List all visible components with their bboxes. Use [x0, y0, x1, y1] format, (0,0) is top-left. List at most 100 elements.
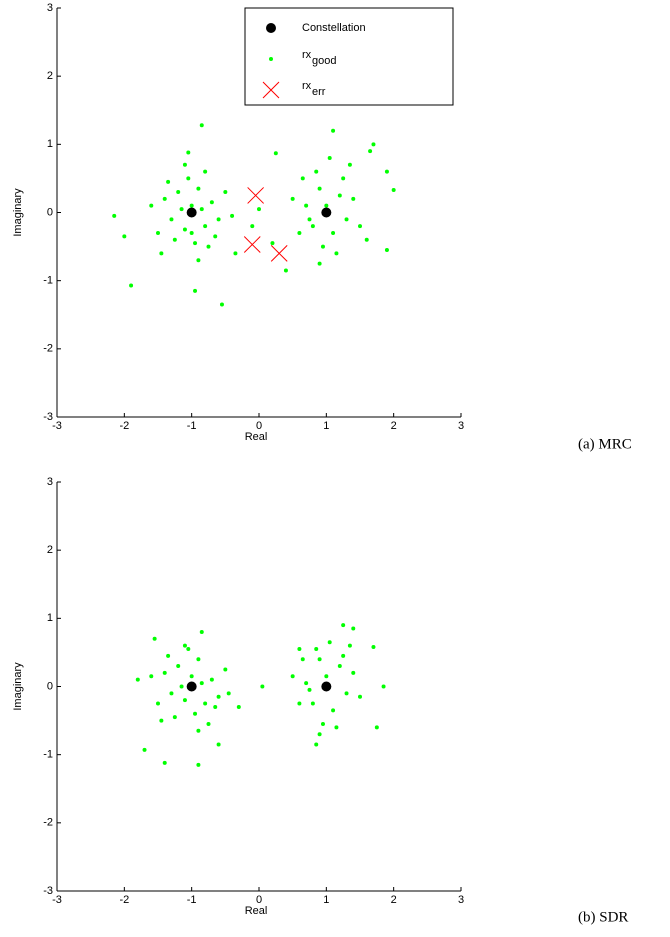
point — [149, 203, 154, 208]
point — [358, 224, 362, 229]
point — [203, 224, 208, 229]
point — [209, 200, 214, 205]
point — [273, 151, 278, 156]
point — [337, 664, 342, 669]
x-tick-label: 2 — [391, 894, 397, 906]
point — [391, 188, 396, 193]
point — [129, 283, 134, 288]
point — [182, 162, 187, 167]
point — [327, 640, 332, 645]
point — [186, 150, 191, 155]
y-tick-label: 1 — [47, 612, 53, 624]
point — [159, 718, 164, 723]
point — [317, 186, 322, 191]
point — [371, 644, 376, 649]
legend-box — [244, 7, 454, 106]
legend-subscript: err — [312, 86, 326, 98]
y-tick-label: -3 — [43, 411, 53, 423]
point — [317, 657, 322, 662]
point — [216, 742, 221, 747]
point — [364, 237, 369, 242]
point — [193, 711, 198, 716]
point — [166, 179, 171, 184]
point — [213, 234, 218, 239]
x-tick-label: -2 — [119, 420, 129, 432]
y-axis-label: Imaginary — [12, 188, 24, 237]
y-tick-label: 3 — [47, 2, 53, 14]
point — [331, 230, 336, 235]
y-tick-label: 2 — [47, 70, 53, 82]
point — [341, 653, 346, 658]
y-tick-label: -2 — [43, 817, 53, 829]
point — [122, 234, 127, 239]
point — [189, 230, 194, 235]
point — [219, 302, 224, 307]
point — [307, 687, 312, 692]
point — [337, 193, 342, 198]
point — [290, 196, 295, 201]
point — [226, 691, 231, 696]
x-tick-label: -1 — [187, 420, 197, 432]
point — [300, 657, 305, 662]
point — [186, 647, 191, 652]
point — [216, 694, 221, 699]
point — [182, 227, 187, 232]
point — [196, 762, 201, 767]
y-tick-label: -1 — [43, 275, 53, 287]
point — [179, 207, 184, 212]
x-axis-label: Real — [245, 905, 268, 917]
point — [203, 701, 208, 706]
point — [196, 258, 201, 263]
legend-marker — [269, 57, 273, 61]
point — [270, 245, 288, 262]
point — [186, 681, 197, 692]
point — [351, 626, 356, 631]
point — [324, 203, 329, 208]
legend-marker — [266, 23, 276, 33]
point — [199, 681, 204, 686]
point — [193, 241, 198, 246]
point — [297, 701, 302, 706]
x-tick-label: 3 — [458, 420, 464, 432]
point — [314, 647, 319, 652]
point — [371, 142, 376, 147]
point — [149, 674, 154, 679]
point — [169, 691, 174, 696]
x-tick-label: 2 — [391, 420, 397, 432]
x-tick-label: 0 — [256, 894, 262, 906]
point — [196, 728, 201, 733]
caption: (a) MRC — [578, 436, 632, 452]
point — [341, 176, 346, 181]
point — [317, 261, 322, 266]
point — [166, 653, 171, 658]
x-tick-label: -3 — [52, 894, 62, 906]
point — [381, 684, 386, 689]
x-tick-label: 0 — [256, 420, 262, 432]
point — [257, 207, 261, 212]
point — [297, 230, 302, 235]
point — [321, 207, 332, 218]
legend-subscript: good — [312, 55, 336, 67]
point — [317, 732, 322, 737]
point — [300, 176, 305, 181]
point — [327, 155, 332, 160]
legend-label: rx — [302, 80, 312, 92]
point — [320, 721, 325, 726]
point — [304, 203, 309, 208]
y-tick-label: 3 — [47, 476, 53, 488]
point — [230, 213, 235, 218]
point — [384, 247, 389, 252]
point — [368, 149, 373, 154]
point — [334, 725, 339, 730]
point — [344, 217, 349, 222]
caption: (b) SDR — [578, 909, 628, 925]
point — [199, 207, 204, 212]
point — [331, 708, 336, 713]
point — [341, 623, 346, 628]
point — [112, 213, 117, 218]
point — [223, 190, 228, 195]
point — [209, 677, 214, 682]
point — [206, 244, 211, 249]
point — [310, 701, 315, 706]
